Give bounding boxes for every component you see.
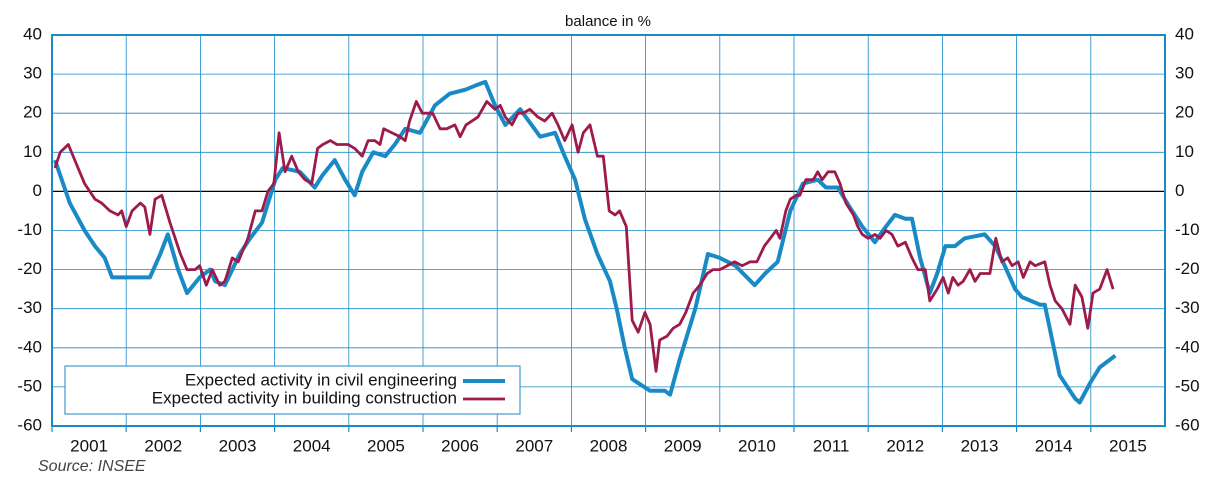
x-tick-label: 2001 [70, 436, 108, 455]
x-tick-label: 2011 [813, 436, 850, 455]
legend-label: Expected activity in civil engineering [185, 370, 457, 389]
y-tick-label: -60 [17, 415, 42, 434]
x-tick-label: 2004 [293, 436, 331, 455]
y2-tick-label: -40 [1175, 337, 1200, 356]
y-tick-label: -50 [17, 376, 42, 395]
y-tick-label: 0 [33, 181, 42, 200]
x-tick-label: 2015 [1109, 436, 1147, 455]
axis-label: balance in % [565, 13, 651, 30]
x-tick-label: 2013 [961, 436, 999, 455]
y2-tick-label: 20 [1175, 103, 1194, 122]
y-tick-label: -20 [17, 259, 42, 278]
x-tick-label: 2005 [367, 436, 405, 455]
source: Source: INSEE [38, 458, 146, 475]
y-tick-label: -40 [17, 337, 42, 356]
x-tick-label: 2009 [664, 436, 702, 455]
x-tick-label: 2002 [144, 436, 182, 455]
y-tick-label: 30 [23, 64, 42, 83]
y2-tick-label: 30 [1175, 64, 1194, 83]
x-tick-label: 2006 [441, 436, 479, 455]
y2-tick-label: 40 [1175, 24, 1194, 43]
plot-frame [51, 34, 1166, 427]
y2-tick-label: -50 [1175, 376, 1200, 395]
y-tick-label: -10 [17, 220, 42, 239]
y2-tick-label: -20 [1175, 259, 1200, 278]
y-tick-label: 10 [23, 142, 42, 161]
x-tick-label: 2007 [515, 436, 553, 455]
y-tick-label: -30 [17, 298, 42, 317]
x-tick-label: 2010 [738, 436, 776, 455]
legend: Expected activity in civil engineeringEx… [64, 365, 521, 415]
y2-tick-label: 10 [1175, 142, 1194, 161]
y2-tick-label: -10 [1175, 220, 1200, 239]
x-tick-label: 2003 [219, 436, 257, 455]
x-tick-label: 2012 [886, 436, 924, 455]
x-tick-label: 2014 [1035, 436, 1073, 455]
y2-tick-label: -60 [1175, 415, 1200, 434]
y-tick-label: 40 [23, 24, 42, 43]
x-tick-label: 2008 [590, 436, 628, 455]
y-tick-label: 20 [23, 103, 42, 122]
legend-box [64, 365, 521, 415]
y2-tick-label: 0 [1175, 181, 1184, 200]
legend-label: Expected activity in building constructi… [152, 388, 457, 407]
y2-tick-label: -30 [1175, 298, 1200, 317]
series-line [53, 100, 1115, 373]
